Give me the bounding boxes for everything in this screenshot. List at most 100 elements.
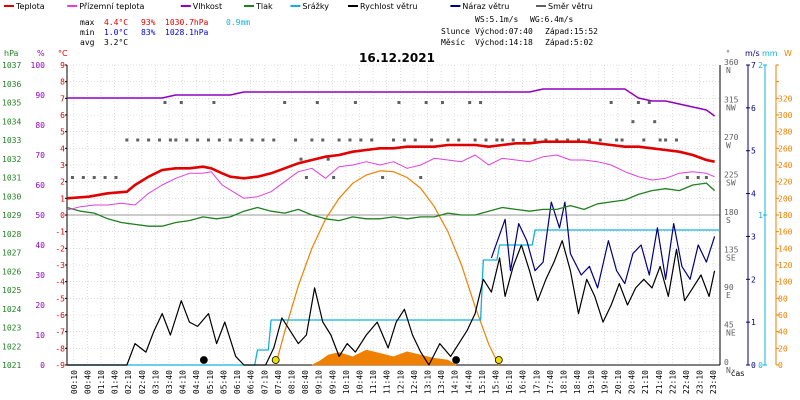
ms-tick-6: 6 xyxy=(751,104,756,113)
dir-point-4 xyxy=(114,176,118,179)
stat-temp-0: 4.4°C xyxy=(104,18,128,27)
degc-tick-10: 1 xyxy=(60,194,65,203)
dir-point-40 xyxy=(402,138,406,142)
degc-tick-9: 0 xyxy=(60,211,65,220)
x-tick-label-46: 23:10 xyxy=(696,370,705,394)
series-wind xyxy=(67,240,716,366)
x-tick-label-27: 13:40 xyxy=(437,370,446,394)
w-tick-4: 80 xyxy=(778,294,788,303)
dir-point-70 xyxy=(653,120,657,124)
dir-tick-8: 0 xyxy=(724,358,729,367)
dir-point-65 xyxy=(620,138,624,142)
w-tick-11: 220 xyxy=(778,178,793,187)
mm-tick-2: 2 xyxy=(758,61,763,70)
dir-point-34 xyxy=(353,101,357,104)
degc-tick-5: -4 xyxy=(55,278,65,287)
x-tick-label-31: 15:40 xyxy=(492,370,501,394)
dir-point-0 xyxy=(70,176,74,179)
x-tick-label-2: 01:10 xyxy=(97,370,106,394)
dir-point-1 xyxy=(81,176,85,179)
series-gust xyxy=(490,201,716,289)
dir-point-51 xyxy=(484,138,488,142)
dir-point-76 xyxy=(704,176,708,179)
dir-compass-6: E xyxy=(726,291,731,300)
w-tick-13: 260 xyxy=(778,144,793,153)
degc-tick-12: 3 xyxy=(60,161,65,170)
event-marker-1 xyxy=(271,356,280,364)
x-tick-label-17: 08:40 xyxy=(301,370,310,394)
dir-compass-8: N xyxy=(726,366,731,375)
w-tick-7: 140 xyxy=(778,244,793,253)
dir-point-39 xyxy=(397,101,401,104)
legend-label-1: Přízemní teplota xyxy=(79,2,144,11)
w-tick-2: 40 xyxy=(778,328,788,337)
dir-point-63 xyxy=(609,101,613,104)
stat-wind-gust: WG:6.4m/s xyxy=(530,15,574,24)
stat-wind-speed: WS:5.1m/s xyxy=(475,15,519,24)
dir-point-57 xyxy=(544,138,548,142)
event-marker-3 xyxy=(494,356,503,364)
stat-row-label-0: max xyxy=(80,18,95,27)
x-tick-label-15: 07:40 xyxy=(274,370,283,394)
degc-tick-18: 9 xyxy=(60,61,65,70)
dir-point-53 xyxy=(500,138,504,142)
dir-point-31 xyxy=(332,176,336,179)
degc-tick-13: 4 xyxy=(60,144,65,153)
x-tick-label-39: 19:40 xyxy=(600,370,609,394)
hpa-tick-12: 1033 xyxy=(2,136,21,145)
series-rain xyxy=(67,229,720,366)
ms-tick-5: 5 xyxy=(751,147,756,156)
x-tick-label-28: 14:10 xyxy=(451,370,460,394)
dir-point-10 xyxy=(168,138,172,142)
x-tick-label-30: 15:10 xyxy=(478,370,487,394)
w-tick-16: 320 xyxy=(778,94,793,103)
w-tick-6: 120 xyxy=(778,261,793,270)
dir-compass-4: S xyxy=(726,216,731,225)
degc-tick-14: 5 xyxy=(60,128,65,137)
dir-point-74 xyxy=(685,176,689,179)
dir-tick-5: 135 xyxy=(724,246,739,255)
x-tick-label-20: 10:10 xyxy=(342,370,351,394)
w-tick-8: 160 xyxy=(778,228,793,237)
dir-point-68 xyxy=(642,138,646,142)
dir-point-48 xyxy=(468,101,472,104)
x-tick-label-12: 06:10 xyxy=(233,370,242,394)
x-tick-label-18: 09:10 xyxy=(315,370,324,394)
x-tick-label-10: 05:10 xyxy=(206,370,215,394)
hpa-tick-9: 1030 xyxy=(2,192,21,201)
x-tick-label-29: 14:40 xyxy=(464,370,473,394)
dir-point-49 xyxy=(473,138,477,142)
pct-tick-3: 30 xyxy=(35,271,45,280)
stat-sun-label: Slunce xyxy=(441,27,470,36)
pct-tick-0: 0 xyxy=(40,361,45,370)
dir-point-71 xyxy=(658,138,662,142)
unit-hpa: hPa xyxy=(4,49,19,58)
dir-point-66 xyxy=(631,120,635,124)
dir-point-36 xyxy=(370,138,374,142)
pct-tick-5: 50 xyxy=(35,211,45,220)
dir-point-45 xyxy=(440,101,444,104)
pct-tick-4: 40 xyxy=(35,241,45,250)
grid xyxy=(67,64,720,366)
x-tick-label-23: 11:40 xyxy=(383,370,392,394)
dir-point-44 xyxy=(430,138,434,142)
dir-point-28 xyxy=(315,101,319,104)
hpa-tick-6: 1027 xyxy=(2,249,21,258)
dir-point-16 xyxy=(212,101,216,104)
dir-point-12 xyxy=(179,101,183,104)
plot-area xyxy=(66,88,720,366)
legend-label-3: Tlak xyxy=(255,2,273,11)
w-tick-0: 0 xyxy=(778,361,783,370)
x-tick-label-0: 00:10 xyxy=(70,370,79,394)
legend-label-6: Náraz větru xyxy=(462,2,509,11)
stats-block: max 4.4°C 93% 1030.7hPa 0.9mm min 1.0°C 83% 1028… xyxy=(80,15,598,47)
dir-point-61 xyxy=(587,138,591,142)
stat-temp-2: 3.2°C xyxy=(104,38,128,47)
x-axis-labels: 00:10 00:40 01:10 01:40 02:10 02:40 03:10 03:40… xyxy=(70,370,718,394)
event-marker-0 xyxy=(199,356,208,364)
series-temp xyxy=(66,140,715,200)
stat-hum-1: 83% xyxy=(141,28,156,37)
dir-compass-5: SE xyxy=(726,254,736,263)
dir-point-23 xyxy=(283,101,287,104)
x-tick-label-44: 22:10 xyxy=(668,370,677,394)
